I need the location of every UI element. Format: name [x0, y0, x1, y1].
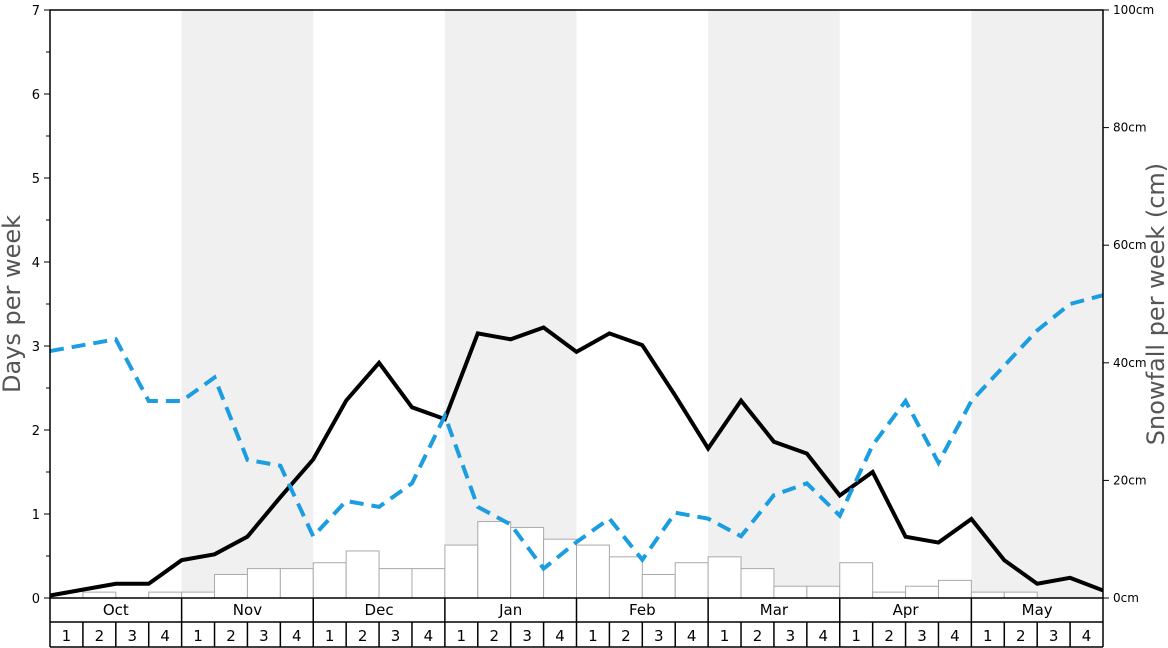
week-label: 3: [917, 627, 927, 645]
right-axis-title: Snowfall per week (cm): [1142, 163, 1168, 445]
week-label: 1: [62, 627, 72, 645]
x-axis: Oct 1 2 3 4 Nov 1 2 3 4 Dec 1 2 3 4 Jan 1 2 3 4 Feb 1 2 3 4 Mar 1 2…: [49, 598, 1104, 648]
snowfall-bar: [576, 544, 610, 599]
month-label-nov: Nov: [233, 601, 262, 619]
month-band-may: [971, 10, 1103, 598]
week-label: 4: [424, 627, 434, 645]
right-axis: 0cm 20cm 40cm 60cm 80cm 100cm: [1103, 3, 1154, 605]
week-label: 3: [1049, 627, 1059, 645]
left-tick-label: 1: [32, 508, 40, 523]
snowfall-bars: [82, 521, 1038, 599]
snowfall-bar: [345, 550, 380, 599]
month-bands: [181, 10, 1103, 598]
month-label-oct: Oct: [103, 601, 129, 619]
month-label-dec: Dec: [365, 601, 394, 619]
week-label: 4: [292, 627, 302, 645]
snowfall-bar: [937, 579, 972, 599]
left-tick-label: 6: [32, 88, 40, 103]
right-tick-label: 80cm: [1113, 121, 1147, 135]
week-label: 2: [95, 627, 105, 645]
snowfall-bar: [444, 544, 479, 599]
snowfall-bar: [707, 556, 742, 599]
week-label: 3: [391, 627, 401, 645]
week-label: 2: [1016, 627, 1026, 645]
snowfall-bar: [378, 568, 413, 599]
month-label-jan: Jan: [498, 601, 522, 619]
snowfall-bar: [905, 585, 939, 599]
month-band-nov: [181, 10, 314, 598]
week-label: 3: [259, 627, 269, 645]
month-band-mar: [708, 10, 840, 598]
week-label: 3: [786, 627, 796, 645]
week-label: 4: [819, 627, 829, 645]
snowfall-bar: [246, 568, 281, 599]
week-label: 3: [522, 627, 532, 645]
snowfall-bar: [1003, 591, 1038, 599]
snowfall-bar: [477, 521, 512, 599]
snowfall-bar: [411, 568, 446, 599]
week-label: 2: [621, 627, 631, 645]
right-tick-label: 100cm: [1113, 3, 1154, 17]
left-tick-label: 5: [32, 172, 40, 187]
solid-series-line: [49, 325, 1104, 598]
left-tick-label: 3: [32, 340, 40, 355]
month-label-may: May: [1022, 601, 1053, 619]
snowfall-bar: [839, 562, 874, 599]
week-label: 1: [983, 627, 993, 645]
month-label-feb: Feb: [629, 601, 656, 619]
week-label: 1: [457, 627, 467, 645]
week-label: 4: [687, 627, 697, 645]
snowfall-bar: [740, 568, 775, 599]
dashed-series-line: [49, 293, 1104, 572]
week-label: 2: [358, 627, 368, 645]
right-tick-label: 0cm: [1113, 591, 1139, 605]
week-label: 2: [489, 627, 499, 645]
snowfall-bar: [773, 585, 808, 599]
week-label: 4: [555, 627, 565, 645]
left-tick-label: 0: [32, 592, 40, 607]
snowfall-bar: [674, 562, 709, 599]
week-label: 2: [884, 627, 894, 645]
week-label: 2: [753, 627, 763, 645]
snowfall-bar: [148, 591, 183, 599]
snowfall-bar: [279, 568, 314, 599]
snowfall-bar: [82, 591, 117, 599]
week-label: 3: [654, 627, 664, 645]
week-label: 1: [720, 627, 730, 645]
snowfall-bar: [181, 591, 216, 599]
snowfall-bar: [806, 585, 841, 599]
month-band-jan: [444, 10, 577, 598]
series-lines: [49, 293, 1104, 598]
left-tick-label: 4: [32, 256, 40, 271]
month-label-mar: Mar: [760, 601, 789, 619]
week-label: 1: [325, 627, 335, 645]
left-tick-label: 2: [32, 424, 40, 439]
snowfall-bar: [510, 526, 545, 599]
week-label: 4: [1082, 627, 1092, 645]
week-label: 1: [193, 627, 203, 645]
right-tick-label: 40cm: [1113, 356, 1147, 370]
right-tick-label: 20cm: [1113, 473, 1147, 487]
snowfall-bar: [641, 573, 676, 599]
week-label: 1: [851, 627, 861, 645]
month-label-apr: Apr: [893, 601, 920, 619]
snowfall-bar: [608, 556, 643, 599]
left-tick-label: 7: [32, 4, 40, 19]
week-label: 2: [226, 627, 236, 645]
week-label: 4: [160, 627, 170, 645]
snowfall-bar: [543, 538, 577, 599]
snowfall-bar: [312, 562, 347, 599]
snowfall-bar: [214, 573, 248, 599]
snowfall-bar: [970, 591, 1005, 599]
week-label: 1: [588, 627, 598, 645]
snowfall-bar: [872, 591, 907, 599]
left-axis-title: Days per week: [0, 215, 26, 393]
week-label: 3: [127, 627, 137, 645]
week-label: 4: [950, 627, 960, 645]
right-tick-label: 60cm: [1113, 238, 1147, 252]
left-axis: 0 1 2 3 4 5 6 7: [32, 4, 50, 607]
